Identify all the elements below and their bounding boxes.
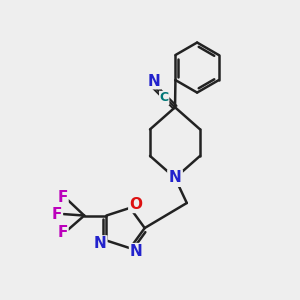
Text: F: F (58, 225, 68, 240)
Text: F: F (52, 207, 62, 222)
Text: C: C (160, 92, 169, 104)
Text: N: N (94, 236, 107, 251)
Text: F: F (58, 190, 68, 206)
Text: N: N (169, 170, 182, 185)
Text: N: N (130, 244, 142, 259)
Text: O: O (129, 197, 142, 212)
Text: N: N (148, 74, 161, 89)
